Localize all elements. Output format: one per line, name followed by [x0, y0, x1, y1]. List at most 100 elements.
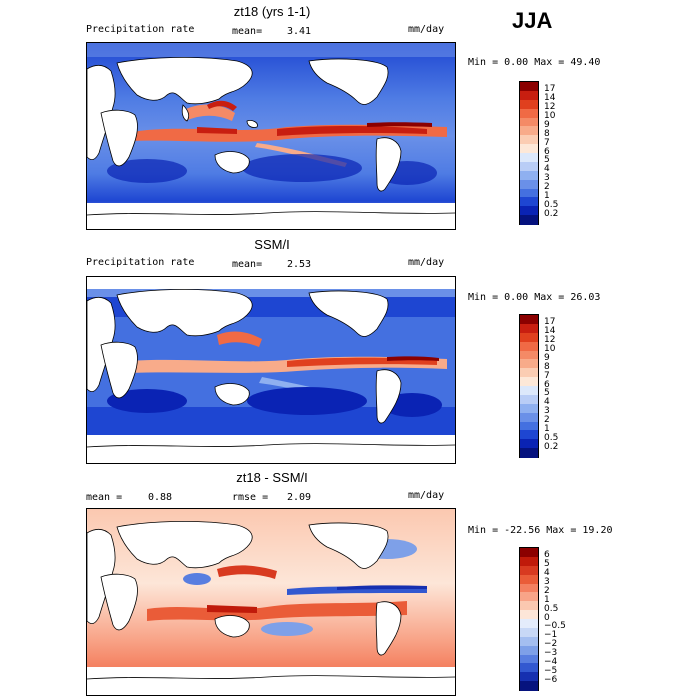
colorbar-cell: [520, 583, 538, 593]
colorbar-cell: [520, 439, 538, 449]
colorbar-cell: [520, 315, 538, 325]
colorbar-cell: [520, 672, 538, 682]
colorbar-tick-label: 8: [544, 361, 550, 372]
colorbar-cell: [520, 556, 538, 567]
colorbar-cell: [520, 215, 538, 225]
panel1-units: mm/day: [408, 24, 445, 35]
colorbar-cell: [520, 161, 538, 172]
colorbar-cell: [520, 421, 538, 431]
colorbar-tick-label: 7: [544, 370, 550, 381]
panel2-min-max: Min = 0.00 Max = 26.03: [468, 292, 601, 303]
colorbar-cell: [520, 610, 538, 620]
colorbar-cell: [520, 430, 538, 440]
colorbar-tick-label: 4: [544, 164, 550, 175]
colorbar-tick-label: 0.5: [544, 603, 559, 614]
colorbar-cell: [520, 153, 538, 163]
colorbar-tick-label: −1: [544, 630, 558, 641]
colorbar-tick-label: −0.5: [544, 621, 566, 632]
season-label: JJA: [512, 8, 553, 33]
colorbar-tick-label: 14: [544, 93, 556, 104]
colorbar-tick-label: 17: [544, 84, 556, 95]
colorbar-cell: [520, 135, 538, 145]
colorbar-cell: [520, 350, 538, 360]
colorbar-cell: [520, 681, 538, 691]
panel1-mean-value: 3.41: [287, 26, 312, 37]
panel3-title: zt18 - SSM/I: [236, 470, 308, 485]
colorbar-tick-label: 9: [544, 119, 550, 130]
colorbar-cell: [520, 341, 538, 351]
colorbar-tick-label: 1: [544, 594, 550, 605]
panel2-variable-label: Precipitation rate: [86, 257, 195, 268]
colorbar-cell: [520, 179, 538, 189]
panel1-title: zt18 (yrs 1-1): [233, 4, 311, 19]
panel1-map: [86, 42, 456, 230]
colorbar-cell: [520, 412, 538, 422]
panel1-colorbar: [519, 81, 539, 225]
colorbar-cell: [520, 645, 538, 655]
colorbar-cell: [520, 386, 538, 396]
colorbar-tick-label: 0.5: [544, 432, 559, 443]
panel3-min-max: Min = -22.56 Max = 19.20: [468, 525, 613, 536]
colorbar-cell: [520, 601, 538, 611]
colorbar-tick-label: 1: [544, 423, 550, 434]
panel2-mean-value: 2.53: [287, 259, 312, 270]
colorbar-cell: [520, 188, 538, 198]
panel1-variable-label: Precipitation rate: [86, 24, 195, 35]
panel1-mean-label: mean=: [232, 26, 263, 37]
panel2-map: [86, 276, 456, 464]
panel1-min-max: Min = 0.00 Max = 49.40: [468, 57, 601, 68]
colorbar-cell: [520, 108, 538, 118]
colorbar-tick-label: 10: [544, 344, 556, 354]
colorbar-cell: [520, 82, 538, 92]
colorbar-tick-label: 17: [544, 317, 556, 328]
colorbar-tick-label: −2: [544, 639, 558, 650]
colorbar-tick-label: 5: [544, 388, 550, 399]
colorbar-tick-label: 4: [544, 568, 550, 579]
colorbar-cell: [520, 359, 538, 369]
colorbar-cell: [520, 565, 538, 576]
colorbar-tick-label: 14: [544, 326, 556, 337]
colorbar-cell: [520, 574, 538, 584]
colorbar-cell: [520, 197, 538, 207]
colorbar-tick-label: −5: [544, 665, 558, 676]
colorbar-cell: [520, 126, 538, 136]
colorbar-tick-label: 4: [544, 397, 550, 408]
colorbar-tick-label: 2: [544, 415, 550, 425]
colorbar-cell: [520, 394, 538, 405]
colorbar-tick-label: −6: [544, 674, 558, 685]
colorbar-tick-label: 5: [544, 155, 550, 166]
colorbar-cell: [520, 377, 538, 387]
panel2-colorbar: [519, 314, 539, 458]
colorbar-cell: [520, 323, 538, 334]
colorbar-tick-label: 0.2: [544, 208, 559, 219]
colorbar-cell: [520, 332, 538, 343]
colorbar-cell: [520, 654, 538, 664]
colorbar-tick-label: 9: [544, 352, 550, 363]
panel1-colorbar-labels: 17 14 12 10 9 8 7 6 5 4 3 2 1 0.5 0.2: [544, 81, 584, 225]
panel2-mean-label: mean=: [232, 259, 263, 270]
panel3-colorbar-labels: 6 5 4 3 2 1 0.5 0 −0.5 −1 −2 −3 −4 −5 −6: [544, 547, 584, 691]
colorbar-tick-label: 0.5: [544, 199, 559, 210]
colorbar-tick-label: 7: [544, 137, 550, 148]
colorbar-cell: [520, 403, 538, 414]
panel3-map: [86, 508, 456, 696]
colorbar-tick-label: −3: [544, 648, 558, 658]
panel3-mean-value: 0.88: [148, 492, 173, 503]
colorbar-tick-label: 12: [544, 102, 556, 113]
colorbar-cell: [520, 619, 538, 629]
colorbar-tick-label: 12: [544, 335, 556, 346]
panel3-mean-label: mean =: [86, 492, 123, 503]
colorbar-cell: [520, 368, 538, 378]
colorbar-tick-label: 6: [544, 550, 550, 561]
colorbar-tick-label: 1: [544, 190, 550, 201]
panel3-colorbar: [519, 547, 539, 691]
colorbar-tick-label: 6: [544, 146, 550, 157]
colorbar-cell: [520, 99, 538, 110]
colorbar-cell: [520, 548, 538, 558]
colorbar-tick-label: 6: [544, 379, 550, 390]
panel2-colorbar-labels: 17 14 12 10 9 8 7 6 5 4 3 2 1 0.5 0.2: [544, 314, 584, 458]
colorbar-tick-label: 3: [544, 406, 550, 417]
colorbar-cell: [520, 663, 538, 673]
colorbar-cell: [520, 170, 538, 181]
colorbar-cell: [520, 592, 538, 602]
